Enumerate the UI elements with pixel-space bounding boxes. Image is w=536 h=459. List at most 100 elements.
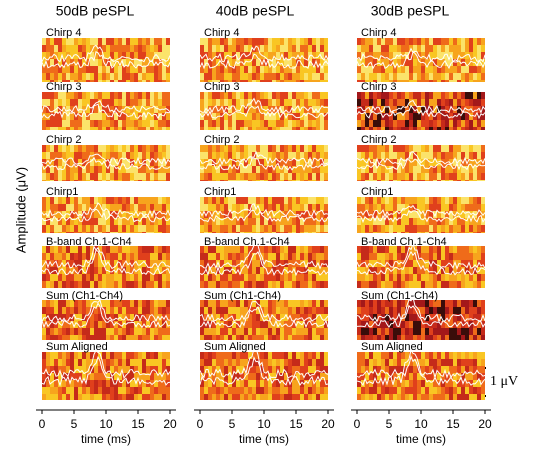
heatmap-cell <box>284 253 288 260</box>
heatmap-cell <box>50 387 54 394</box>
heatmap-cell <box>42 145 46 152</box>
heatmap-cell <box>292 99 296 106</box>
heatmap-cell <box>268 38 272 45</box>
heatmap-cell <box>429 38 433 45</box>
heatmap-cell <box>236 120 240 127</box>
heatmap-cell <box>70 232 74 233</box>
heatmap-cell <box>417 232 421 233</box>
heatmap-cell <box>208 281 212 288</box>
heatmap-cell <box>421 387 425 394</box>
heatmap-cell <box>228 145 232 152</box>
heatmap-cell <box>264 352 268 359</box>
heatmap-cell <box>134 80 138 82</box>
heatmap-cell <box>134 92 138 99</box>
heatmap-cell <box>118 45 122 52</box>
heatmap-cell <box>357 394 361 400</box>
heatmap-cell <box>445 173 449 180</box>
heatmap-cell <box>114 45 118 52</box>
heatmap-cell <box>94 106 98 113</box>
heatmap-cell <box>150 73 154 80</box>
heatmap-cell <box>244 387 248 394</box>
heatmap-cell <box>421 328 425 335</box>
heatmap-cell <box>393 204 397 211</box>
heatmap-cell <box>288 274 292 281</box>
heatmap-cell <box>58 159 62 166</box>
heatmap-panel <box>357 197 485 233</box>
heatmap-cell <box>150 352 154 359</box>
heatmap-cell <box>385 45 389 52</box>
heatmap-cell <box>122 253 126 260</box>
heatmap-cell <box>469 152 473 159</box>
heatmap-cell <box>66 127 70 130</box>
heatmap-cell <box>256 274 260 281</box>
heatmap-cell <box>280 394 284 400</box>
heatmap-cell <box>320 38 324 45</box>
heatmap-cell <box>417 66 421 73</box>
heatmap-cell <box>429 80 433 82</box>
heatmap-cell <box>405 232 409 233</box>
heatmap-cell <box>401 253 405 260</box>
heatmap-cell <box>94 92 98 99</box>
heatmap-cell <box>106 145 110 152</box>
heatmap-cell <box>114 120 118 127</box>
heatmap-cell <box>150 246 154 253</box>
heatmap-cell <box>389 45 393 52</box>
heatmap-cell <box>417 387 421 394</box>
heatmap-cell <box>401 173 405 180</box>
heatmap-cell <box>86 92 90 99</box>
heatmap-cell <box>465 232 469 233</box>
heatmap-cell <box>162 120 166 127</box>
heatmap-cell <box>300 394 304 400</box>
heatmap-cell <box>312 281 316 288</box>
heatmap-cell <box>477 197 481 204</box>
heatmap-cell <box>268 352 272 359</box>
heatmap-cell <box>357 232 361 233</box>
heatmap-cell <box>409 314 413 321</box>
heatmap-cell <box>150 394 154 400</box>
heatmap-cell <box>320 80 324 82</box>
heatmap-cell <box>150 66 154 73</box>
heatmap-cell <box>82 73 86 80</box>
heatmap-cell <box>405 321 409 328</box>
heatmap-cell <box>389 92 393 99</box>
heatmap-cell <box>312 80 316 82</box>
heatmap-cell <box>154 394 158 400</box>
heatmap-cell <box>361 352 365 359</box>
heatmap-cell <box>377 197 381 204</box>
heatmap-cell <box>82 281 86 288</box>
heatmap-cell <box>220 173 224 180</box>
heatmap-cell <box>244 145 248 152</box>
heatmap-cell <box>477 335 481 340</box>
heatmap-panel <box>42 300 170 340</box>
heatmap-cell <box>381 173 385 180</box>
heatmap-cell <box>445 204 449 211</box>
heatmap-cell <box>106 73 110 80</box>
heatmap-cell <box>220 145 224 152</box>
heatmap-cell <box>296 394 300 400</box>
heatmap-cell <box>236 328 240 335</box>
heatmap-cell <box>260 232 264 233</box>
heatmap-cell <box>134 225 138 232</box>
heatmap-cell <box>425 394 429 400</box>
heatmap-cell <box>421 145 425 152</box>
heatmap-cell <box>42 335 46 340</box>
heatmap-cell <box>401 225 405 232</box>
heatmap-cell <box>429 281 433 288</box>
heatmap-cell <box>361 335 365 340</box>
heatmap-cell <box>405 113 409 120</box>
heatmap-cell <box>385 352 389 359</box>
heatmap-cell <box>166 145 170 152</box>
heatmap-cell <box>433 274 437 281</box>
heatmap-cell <box>102 73 106 80</box>
heatmap-cell <box>425 45 429 52</box>
heatmap-cell <box>381 335 385 340</box>
heatmap-cell <box>469 281 473 288</box>
heatmap-cell <box>70 99 74 106</box>
heatmap-cell <box>50 281 54 288</box>
heatmap-cell <box>461 307 465 314</box>
heatmap-cell <box>220 120 224 127</box>
heatmap-cell <box>441 80 445 82</box>
heatmap-cell <box>162 246 166 253</box>
heatmap-cell <box>208 120 212 127</box>
heatmap-cell <box>74 180 78 181</box>
